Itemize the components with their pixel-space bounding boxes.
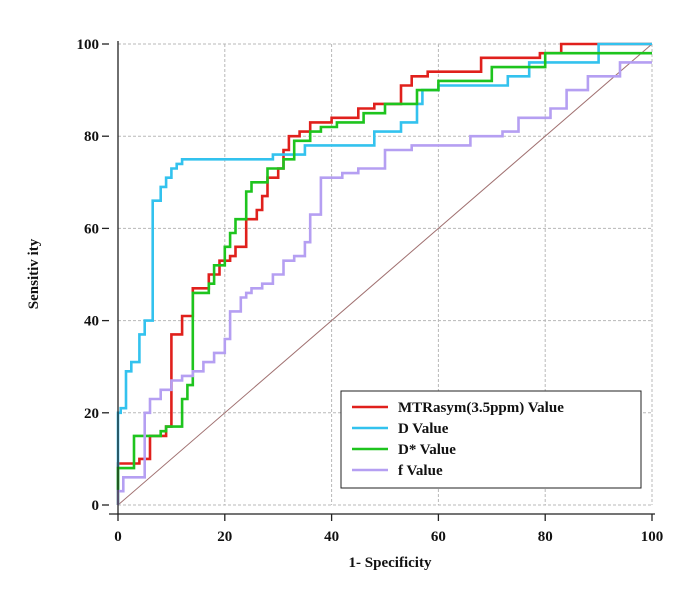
x-tick-label-5: 100: [641, 529, 664, 545]
y-tick-label-3: 60: [84, 221, 99, 237]
x-tick-label-2: 40: [324, 529, 339, 545]
y-axis-label: Sensitiv ity: [26, 238, 42, 309]
legend: MTRasym(3.5ppm) Value D Value D* Value f Va…: [340, 390, 642, 489]
y-tick-labels: 0 20 40 60 80 100: [77, 37, 100, 514]
series-line-0: [116, 42, 652, 505]
y-tick-label-5: 100: [77, 37, 100, 53]
axes: [102, 41, 655, 521]
x-tick-labels: 0 20 40 60 80 100: [114, 529, 663, 545]
series-line-3: [116, 61, 652, 505]
y-tick-label-0: 0: [92, 498, 100, 514]
legend-label-2: D* Value: [398, 442, 456, 458]
reference-diagonal-line: [117, 43, 653, 506]
y-tick-label-4: 80: [84, 129, 99, 145]
y-tick-label-2: 40: [84, 314, 99, 330]
x-tick-label-0: 0: [114, 529, 122, 545]
y-tick-label-1: 20: [84, 406, 99, 422]
legend-label-1: D Value: [398, 421, 449, 437]
legend-box: [340, 390, 642, 489]
series-line-2: [116, 51, 652, 505]
legend-label-0: MTRasym(3.5ppm) Value: [398, 400, 564, 416]
x-axis-label: 1- Specificity: [349, 555, 432, 571]
legend-label-3: f Value: [398, 463, 443, 479]
x-tick-label-1: 20: [217, 529, 232, 545]
x-tick-label-4: 80: [538, 529, 553, 545]
series-group: [116, 42, 652, 505]
x-tick-label-3: 60: [431, 529, 446, 545]
